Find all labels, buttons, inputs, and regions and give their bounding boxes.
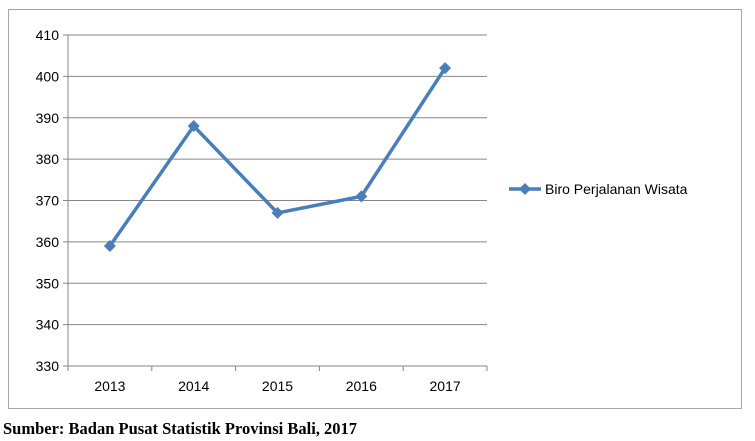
y-tick-label: 350 [36,275,60,291]
y-tick-label: 380 [36,151,60,167]
axes [63,34,488,371]
chart-frame: 330 340 350 360 370 380 390 400 410 2013 2014 2015… [8,9,742,409]
source-note: Sumber: Badan Pusat Statistik Provinsi B… [3,419,358,438]
data-point-marker [355,190,368,203]
y-tick-labels: 330 340 350 360 370 380 390 400 410 [36,27,60,374]
y-tick-label: 410 [36,27,60,43]
series-layer [103,62,452,253]
y-tick-label: 370 [36,193,60,209]
y-tick-label: 360 [36,234,60,250]
y-tick-label: 340 [36,317,60,333]
x-tick-labels: 2013 2014 2015 2016 2017 [94,378,461,394]
data-point-marker [187,120,200,133]
x-tick-label: 2013 [94,378,125,394]
legend-swatch-marker [519,183,531,195]
y-tick-label: 330 [36,358,60,374]
x-tick-label: 2016 [346,378,377,394]
y-tick-label: 390 [36,110,60,126]
legend: Biro Perjalanan Wisata [509,181,688,197]
x-tick-label: 2015 [262,378,293,394]
data-point-marker [103,240,116,253]
series-line [108,67,447,248]
x-tick-label: 2017 [430,378,461,394]
data-point-marker [271,206,284,219]
y-tick-label: 400 [36,68,60,84]
data-point-marker [439,62,452,75]
legend-label: Biro Perjalanan Wisata [545,181,688,197]
gridlines [68,34,487,326]
line-chart: 330 340 350 360 370 380 390 400 410 2013 2014 2015… [36,27,688,394]
x-tick-label: 2014 [178,378,209,394]
